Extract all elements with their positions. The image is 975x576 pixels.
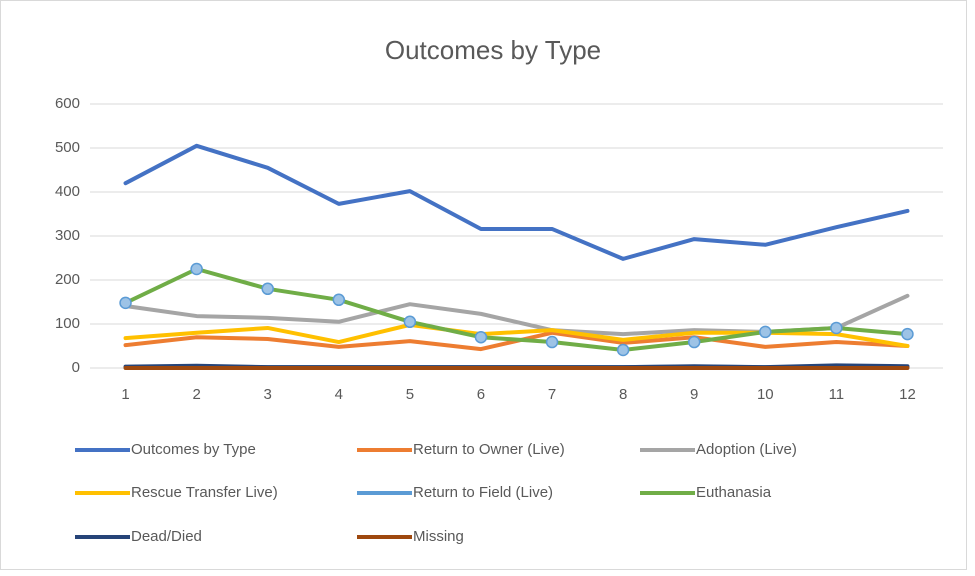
y-tick-label: 500 [55, 139, 80, 156]
legend-label: Return to Owner (Live) [413, 441, 565, 458]
x-tick-label: 12 [899, 386, 916, 403]
x-tick-label: 9 [690, 386, 698, 403]
series-marker [191, 264, 202, 275]
series-marker [831, 322, 842, 333]
x-tick-label: 8 [619, 386, 627, 403]
y-tick-label: 100 [55, 315, 80, 332]
y-tick-label: 300 [55, 227, 80, 244]
x-tick-label: 6 [477, 386, 485, 403]
legend-label: Return to Field (Live) [413, 484, 553, 501]
legend-label: Rescue Transfer Live) [131, 484, 278, 501]
series-marker [120, 297, 131, 308]
chart-title: Outcomes by Type [385, 35, 601, 65]
x-tick-label: 5 [406, 386, 414, 403]
series-marker [760, 326, 771, 337]
legend-label: Dead/Died [131, 528, 202, 545]
x-tick-label: 1 [121, 386, 129, 403]
series-marker [902, 329, 913, 340]
series-marker [262, 283, 273, 294]
x-tick-label: 3 [264, 386, 272, 403]
legend-label: Missing [413, 528, 464, 545]
x-tick-label: 4 [335, 386, 343, 403]
x-tick-label: 11 [829, 386, 845, 403]
series-marker [475, 332, 486, 343]
x-tick-label: 7 [548, 386, 556, 403]
series-marker [618, 344, 629, 355]
legend-label: Adoption (Live) [696, 441, 797, 458]
series-marker [404, 316, 415, 327]
y-tick-label: 0 [72, 359, 80, 376]
y-tick-label: 600 [55, 95, 80, 112]
y-tick-label: 200 [55, 271, 80, 288]
y-tick-label: 400 [55, 183, 80, 200]
series-marker [547, 337, 558, 348]
legend-label: Euthanasia [696, 484, 772, 501]
legend-label: Outcomes by Type [131, 441, 256, 458]
series-marker [333, 294, 344, 305]
x-tick-label: 2 [192, 386, 200, 403]
x-tick-label: 10 [757, 386, 774, 403]
series-marker [689, 337, 700, 348]
